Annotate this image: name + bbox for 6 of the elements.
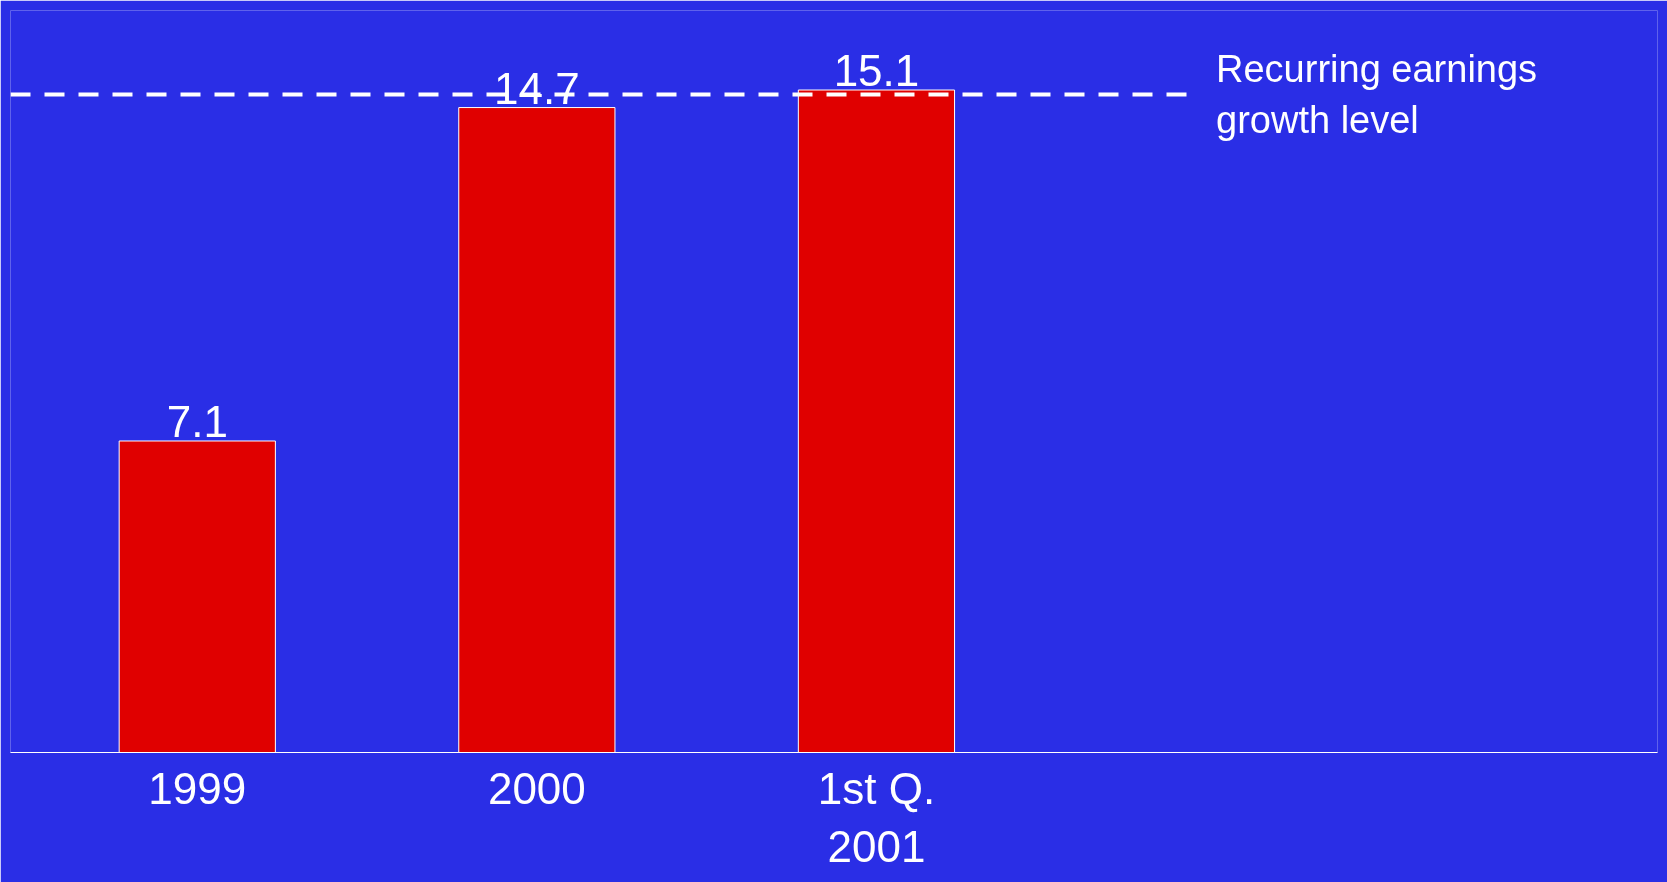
data-label: 15.1 [833,46,920,95]
ref-line-label: Recurring earnings growth level [1216,48,1538,141]
x-tick-label: 1st Q. 2001 [817,763,936,872]
data-label: 7.1 [166,396,228,446]
x-tick-label: 1999 [148,763,247,813]
x-tick-label: 2000 [487,763,586,813]
